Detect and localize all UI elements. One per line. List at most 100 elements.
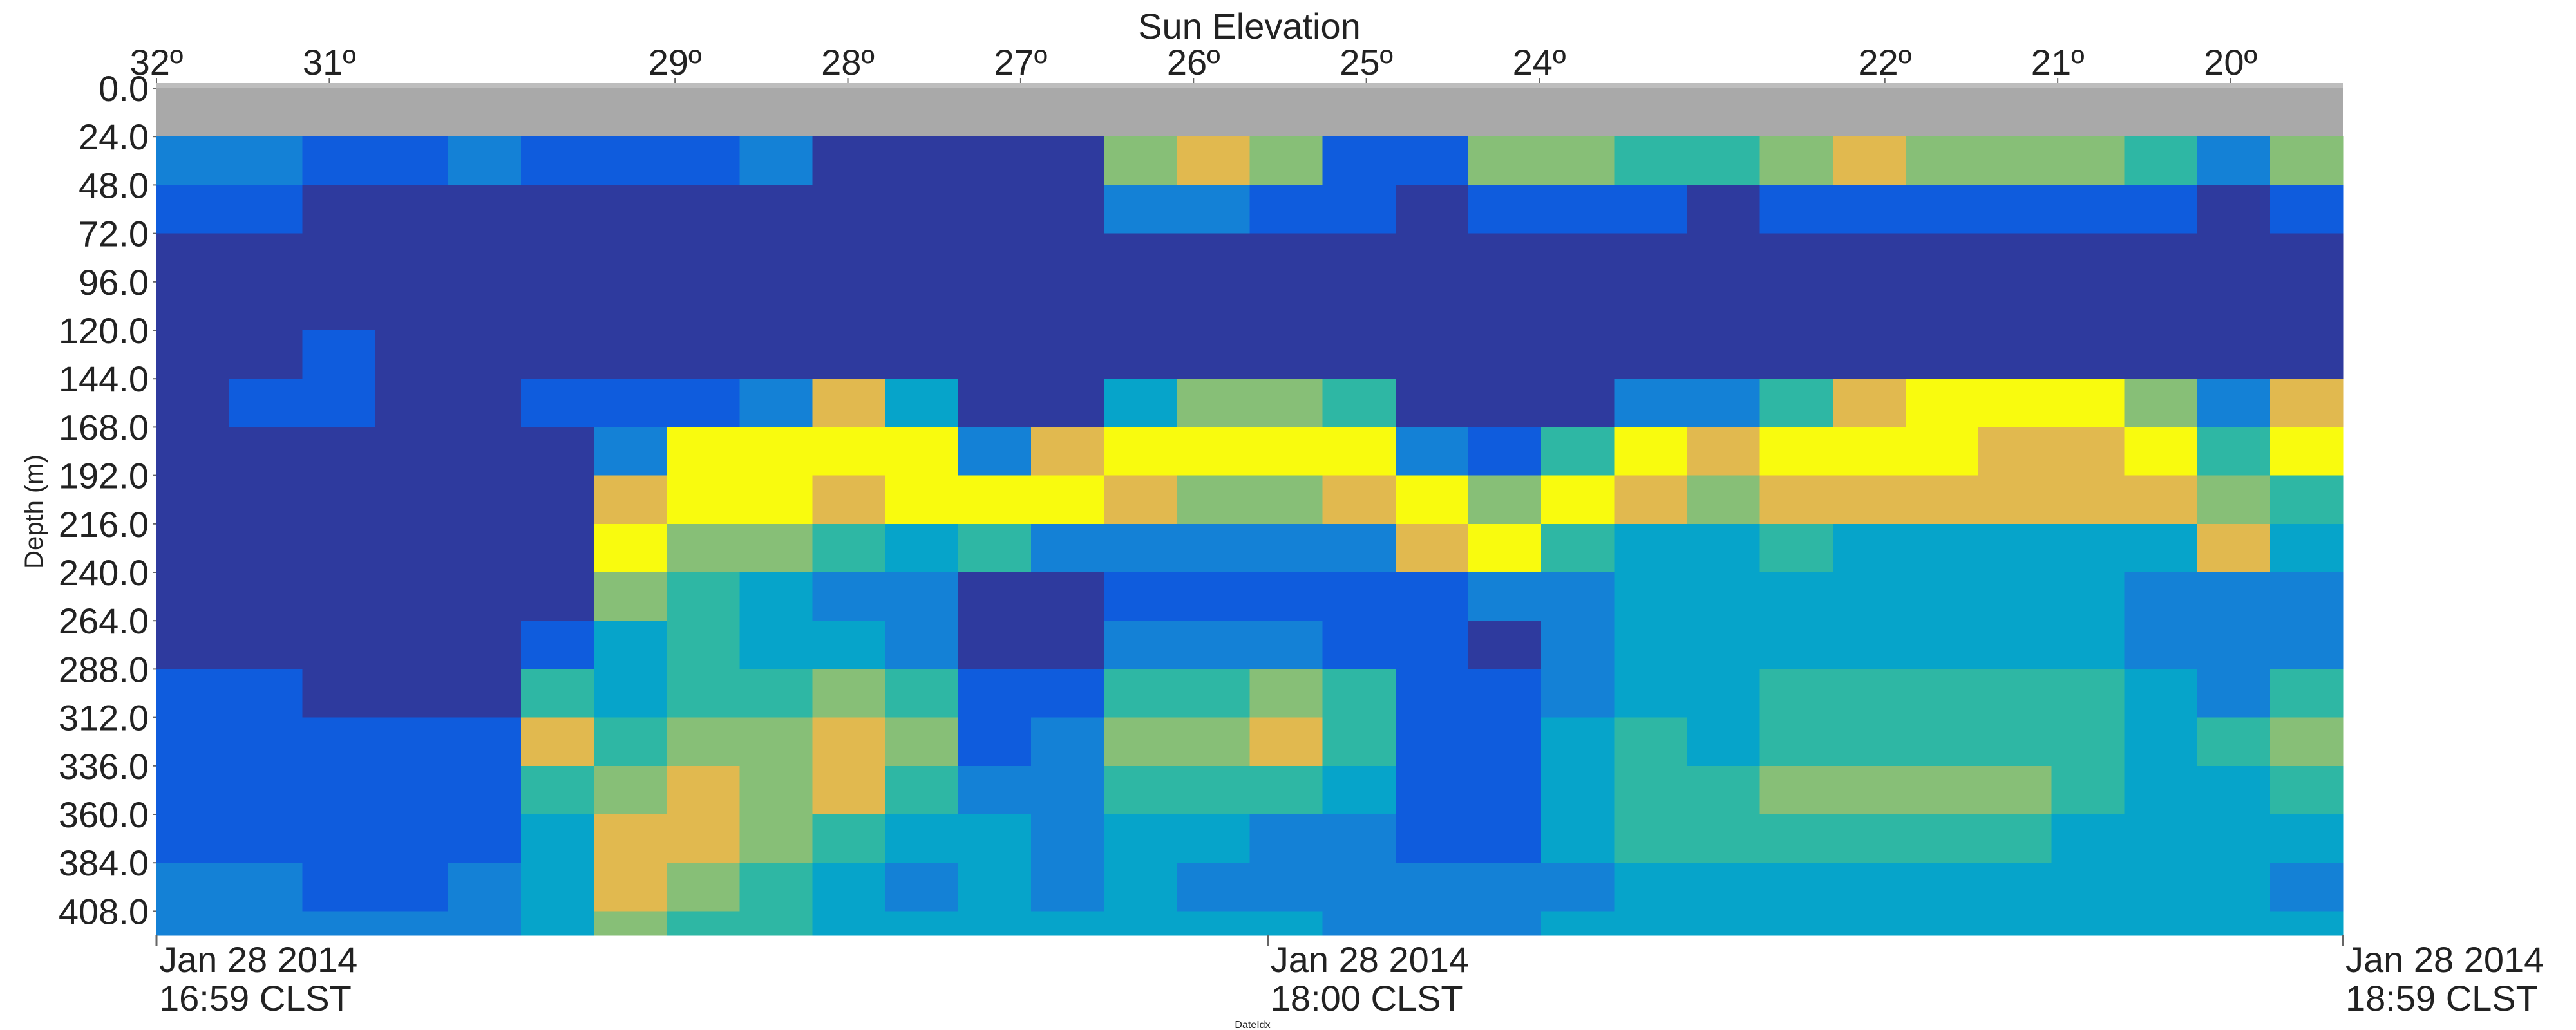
heat-cell: [448, 765, 522, 815]
heat-cell: [2124, 863, 2198, 912]
heat-cell: [1614, 863, 1688, 912]
heat-cell: [375, 863, 449, 912]
heat-cell: [1104, 863, 1177, 912]
heat-cell: [302, 523, 376, 573]
heat-cell: [1322, 717, 1396, 767]
heat-cell: [229, 330, 303, 379]
heat-cell: [1687, 427, 1761, 476]
x2-tick-label: 28º: [821, 42, 875, 82]
heat-cell: [1614, 669, 1688, 718]
heat-cell: [2124, 572, 2198, 621]
heat-cell: [1177, 621, 1251, 670]
heat-cell: [229, 379, 303, 427]
heat-cell: [885, 911, 959, 936]
heat-cell: [1249, 475, 1323, 525]
y-tick-label: 120.0: [59, 310, 149, 351]
heat-cell: [1322, 621, 1396, 670]
y-tick-label: 336.0: [59, 746, 149, 787]
heat-cell: [885, 814, 959, 863]
x2-tick-label: 26º: [1167, 42, 1220, 82]
heat-cell: [1104, 379, 1177, 427]
heat-cell: [667, 330, 740, 379]
heat-cell: [1614, 765, 1688, 815]
x2-tick-label: 32º: [130, 42, 184, 82]
heat-cell: [156, 281, 230, 331]
heat-cell: [448, 330, 522, 379]
heat-cell: [302, 281, 376, 331]
heat-cell: [885, 330, 959, 379]
heat-cell: [2269, 765, 2344, 815]
heat-cell: [739, 814, 813, 863]
heat-cell: [2124, 136, 2198, 185]
heat-cell: [302, 136, 376, 185]
heat-cell: [958, 765, 1032, 815]
heat-cell: [812, 136, 886, 185]
heat-cell: [739, 136, 813, 185]
heat-cell: [302, 669, 376, 718]
heat-cell: [1468, 233, 1542, 283]
y-tick-label: 408.0: [59, 891, 149, 932]
heat-cell: [1759, 475, 1833, 525]
heat-cell: [2051, 475, 2125, 525]
heat-cell: [1104, 281, 1177, 331]
heat-cell: [229, 475, 303, 525]
heat-cell: [2124, 233, 2198, 283]
heat-cell: [958, 717, 1032, 767]
heat-cell: [1031, 379, 1104, 427]
heat-cell: [448, 911, 522, 936]
heat-cell: [375, 185, 449, 234]
heat-cell: [1395, 136, 1469, 185]
heat-cell: [958, 621, 1032, 670]
heat-cell: [2197, 330, 2271, 379]
heat-cell: [1031, 621, 1104, 670]
heat-cell: [594, 475, 667, 525]
heat-cell: [520, 572, 594, 621]
heat-cell: [1031, 523, 1104, 573]
heat-cell: [1978, 475, 2052, 525]
heat-cell: [1177, 233, 1251, 283]
heat-cell: [1541, 281, 1615, 331]
heat-cell: [958, 911, 1032, 936]
heat-cell: [520, 765, 594, 815]
heat-cell: [1468, 765, 1542, 815]
heat-cell: [375, 814, 449, 863]
heat-cell: [1906, 233, 1979, 283]
heat-cell: [1395, 911, 1469, 936]
heat-cell: [739, 863, 813, 912]
heat-cell: [2269, 669, 2344, 718]
heat-cell: [1104, 523, 1177, 573]
heat-cell: [2197, 233, 2271, 283]
heat-cell: [448, 475, 522, 525]
heat-cell: [885, 185, 959, 234]
heat-cell: [812, 379, 886, 427]
heat-cell: [2197, 863, 2271, 912]
heat-cell: [885, 572, 959, 621]
heat-cell: [1395, 669, 1469, 718]
heat-cell: [448, 863, 522, 912]
heat-cell: [1687, 379, 1761, 427]
heat-cell: [1759, 669, 1833, 718]
heat-cell: [2269, 330, 2344, 379]
heat-cell: [1249, 621, 1323, 670]
heat-cell: [520, 185, 594, 234]
heat-cell: [958, 136, 1032, 185]
heat-cell: [229, 863, 303, 912]
heat-cell: [2124, 669, 2198, 718]
heat-cell: [594, 185, 667, 234]
heat-cell: [2269, 911, 2344, 936]
heat-cell: [1249, 765, 1323, 815]
heat-cell: [448, 814, 522, 863]
heat-cell: [1906, 717, 1979, 767]
heat-cell: [1177, 669, 1251, 718]
heat-cell: [302, 717, 376, 767]
heat-cell: [2051, 717, 2125, 767]
heat-cell: [1322, 911, 1396, 936]
heat-cell: [302, 863, 376, 912]
heat-cell: [1468, 572, 1542, 621]
heat-cell: [2124, 185, 2198, 234]
heat-cell: [594, 136, 667, 185]
heat-cell: [1249, 572, 1323, 621]
heat-cell: [1468, 330, 1542, 379]
heat-cell: [1759, 572, 1833, 621]
heat-cell: [739, 233, 813, 283]
